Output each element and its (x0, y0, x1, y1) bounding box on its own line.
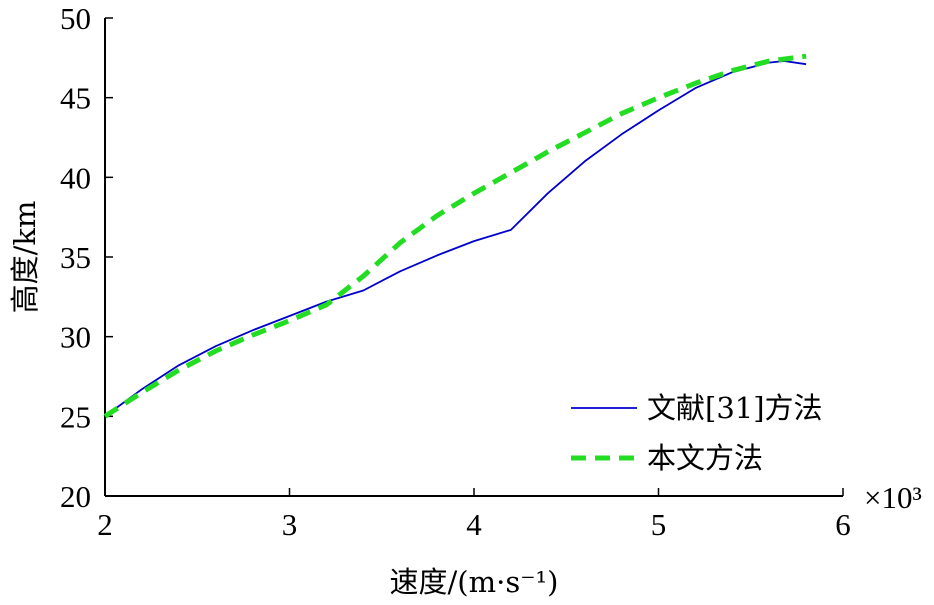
y-tick-label: 30 (60, 320, 91, 355)
x-axis-title: 速度/(m·s⁻¹) (390, 565, 559, 599)
x-tick-label: 5 (651, 507, 667, 542)
legend-label-2: 本文方法 (647, 441, 763, 475)
y-tick-label: 35 (60, 240, 91, 275)
y-tick-label: 45 (60, 81, 91, 116)
y-tick-label: 20 (60, 479, 91, 514)
series-line-2 (103, 53, 807, 419)
x-tick-label: 6 (835, 507, 851, 542)
y-axis-title: 高度/km (8, 201, 42, 314)
series-layer (103, 53, 807, 419)
x-multiplier-label: ×10³ (864, 480, 922, 515)
y-tick-label: 40 (60, 160, 91, 195)
x-tick-label: 2 (97, 507, 113, 542)
series-line-1 (104, 60, 807, 418)
y-tick-label: 50 (60, 1, 91, 36)
x-tick-label: 4 (466, 507, 482, 542)
legend-label-1: 文献[31]方法 (647, 391, 823, 425)
x-tick-label: 3 (282, 507, 298, 542)
y-tick-label: 25 (60, 399, 91, 434)
labels: 速度/(m·s⁻¹) 高度/km ×10³ (8, 201, 922, 599)
